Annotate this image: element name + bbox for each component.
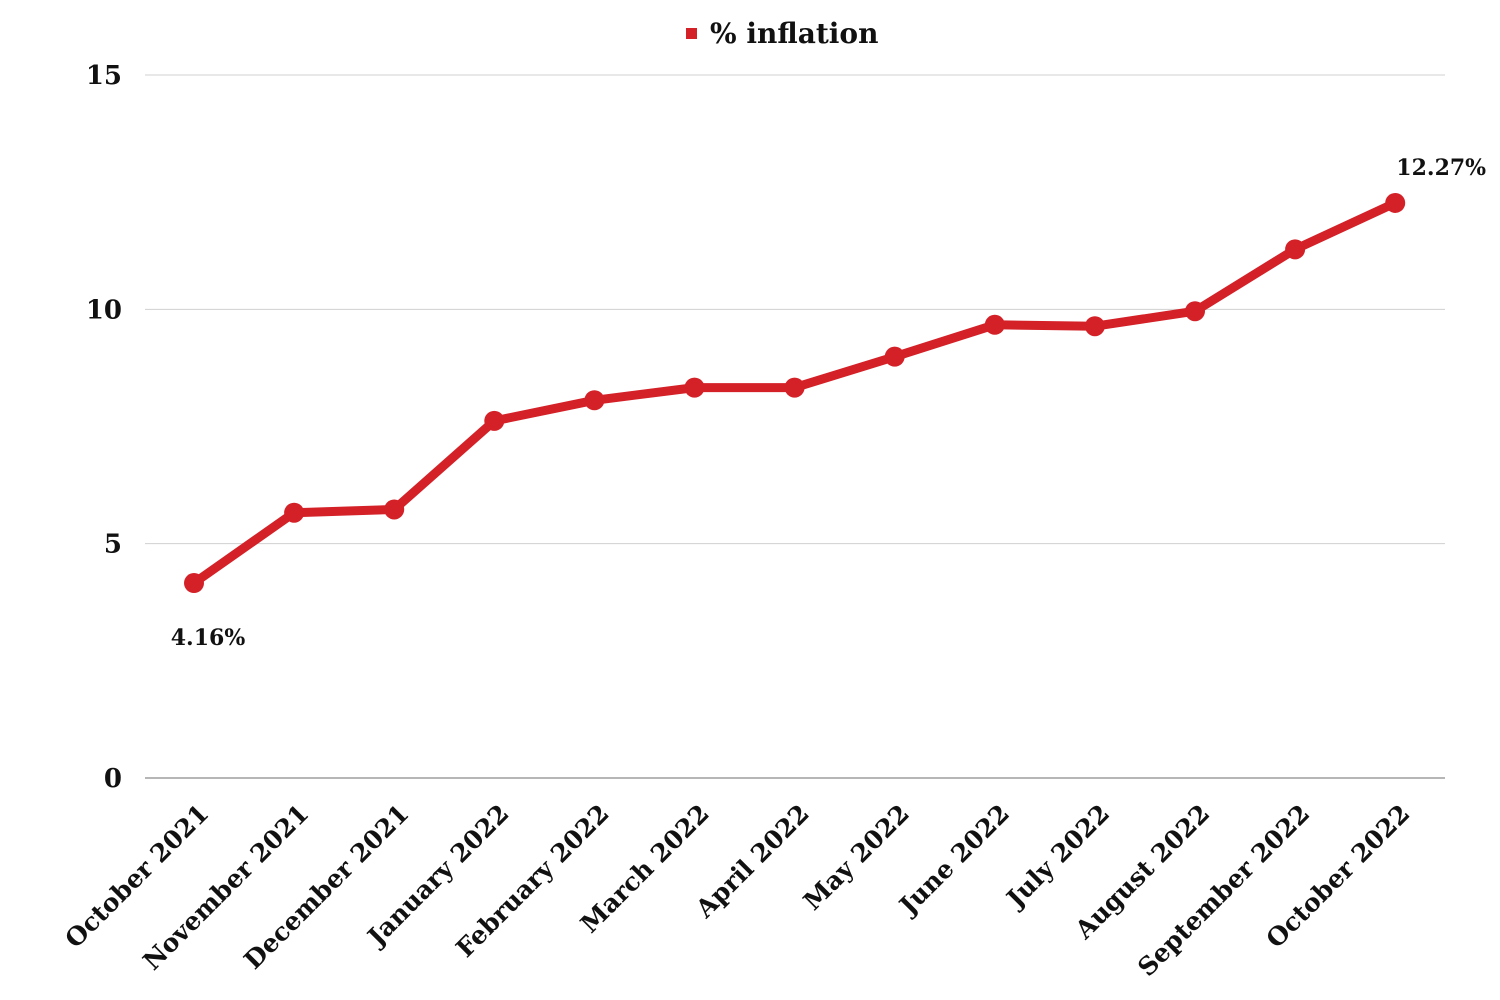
data-point xyxy=(1285,239,1306,260)
y-tick-label-10: 10 xyxy=(86,295,122,325)
data-point xyxy=(584,390,605,411)
data-point xyxy=(1084,316,1105,337)
x-tick-label: September 2022 xyxy=(1132,799,1315,982)
data-point xyxy=(1385,192,1406,213)
data-point xyxy=(784,377,805,398)
data-point xyxy=(1185,301,1205,322)
y-axis: 0 5 10 15 xyxy=(86,61,122,794)
data-point xyxy=(884,346,905,367)
data-labels: 4.16% 12.27% xyxy=(171,155,1486,651)
data-label: 12.27% xyxy=(1396,155,1486,181)
data-label: 4.16% xyxy=(171,625,246,651)
data-point xyxy=(684,377,705,398)
series-line-inflation xyxy=(184,192,1406,594)
data-point xyxy=(484,410,505,431)
legend-swatch xyxy=(686,28,697,39)
data-point xyxy=(184,573,204,594)
x-tick-label: December 2021 xyxy=(238,799,414,975)
y-tick-label-0: 0 xyxy=(104,764,122,794)
data-point xyxy=(284,502,305,523)
data-point xyxy=(384,499,405,520)
x-tick-label: November 2021 xyxy=(137,799,314,976)
gridlines xyxy=(145,74,1445,779)
legend: % inflation xyxy=(686,17,878,50)
y-tick-label-5: 5 xyxy=(104,530,122,560)
data-point xyxy=(984,314,1005,335)
y-tick-label-15: 15 xyxy=(86,61,122,91)
legend-label: % inflation xyxy=(710,17,878,50)
